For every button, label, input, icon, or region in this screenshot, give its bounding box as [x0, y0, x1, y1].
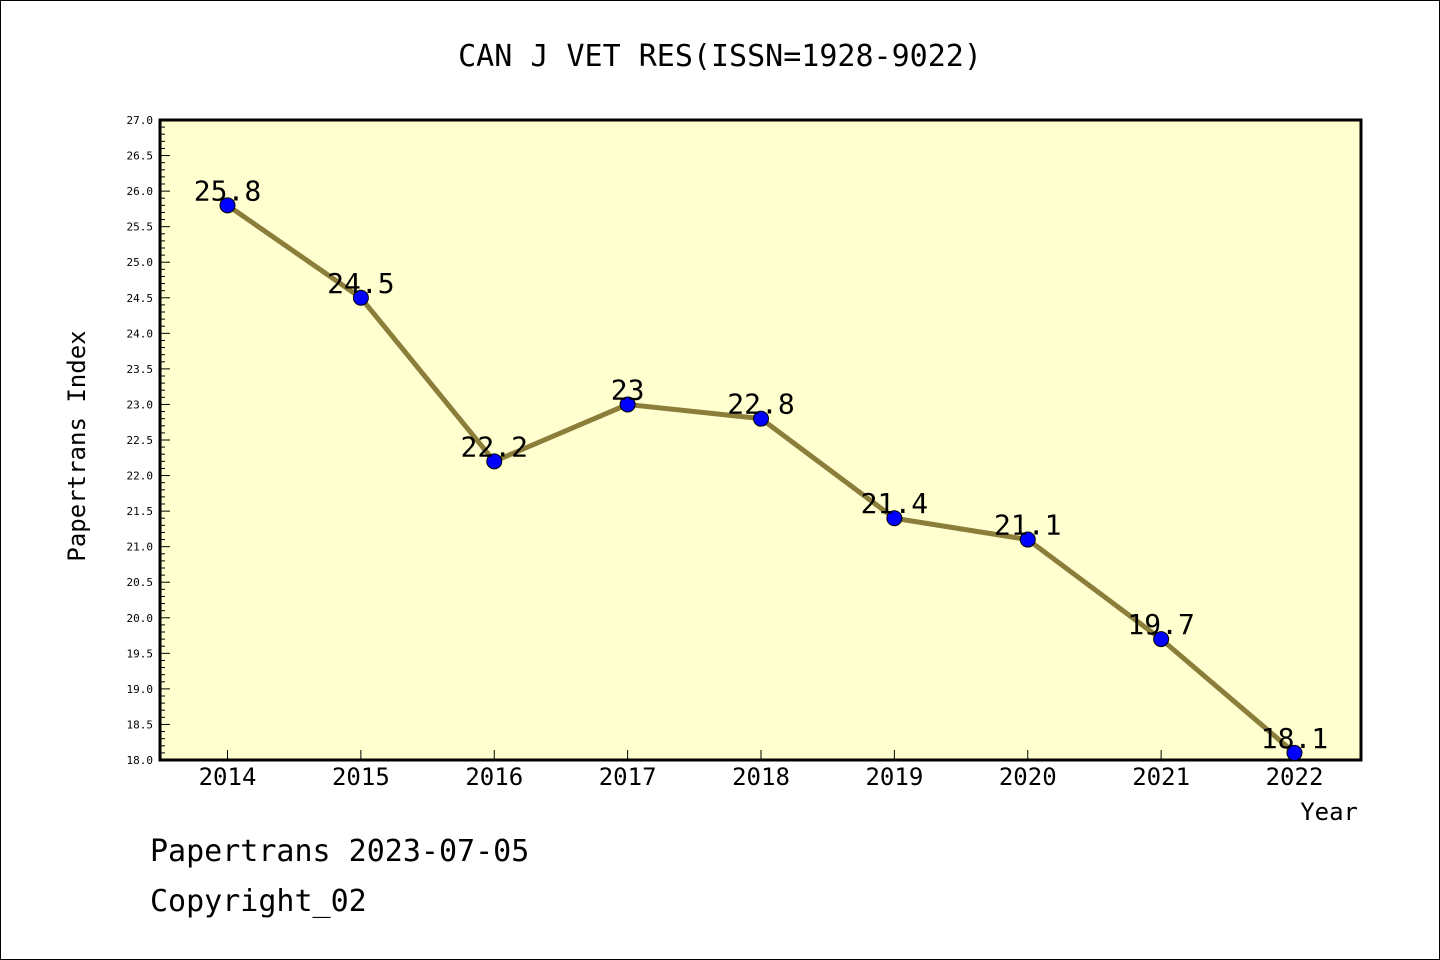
- data-label: 22.2: [461, 430, 528, 463]
- y-tick-label: 19.5: [127, 647, 154, 660]
- y-tick-label: 22.0: [127, 470, 154, 483]
- x-tick-label: 2016: [465, 763, 523, 791]
- x-tick-label: 2018: [732, 763, 790, 791]
- footer-copyright: Copyright_02: [150, 884, 367, 919]
- data-label: 18.1: [1261, 722, 1328, 755]
- data-point: [1286, 744, 1303, 761]
- y-tick-label: 20.5: [127, 576, 154, 589]
- x-tick-label: 2017: [599, 763, 657, 791]
- data-point: [753, 410, 769, 427]
- data-label: 21.4: [861, 487, 928, 520]
- series-layer: [219, 197, 1303, 761]
- y-tick-label: 22.5: [127, 434, 154, 447]
- y-tick-label: 19.0: [127, 683, 154, 696]
- data-point: [1019, 531, 1036, 548]
- x-tick-label: 2014: [199, 763, 257, 791]
- y-tick-label: 18.0: [127, 754, 154, 767]
- y-tick-label: 27.0: [127, 114, 154, 127]
- y-tick-label: 24.5: [127, 292, 154, 305]
- x-axis: 2014 2015 2016 2017 2018 2019 2020 2021 2022: [199, 750, 1324, 791]
- y-tick-label: 21.0: [127, 541, 154, 554]
- y-axis-label: Papertrans Index: [63, 330, 91, 561]
- y-tick-label: 25.0: [127, 256, 154, 269]
- data-label: 23: [611, 373, 645, 406]
- x-tick-label: 2022: [1266, 763, 1324, 791]
- y-tick-label: 26.5: [127, 150, 154, 163]
- x-tick-label: 2015: [332, 763, 390, 791]
- data-label: 19.7: [1127, 608, 1194, 641]
- data-label: 21.1: [994, 509, 1061, 542]
- plot-area: [158, 118, 1363, 762]
- y-tick-label: 21.5: [127, 505, 154, 518]
- x-tick-label: 2021: [1132, 763, 1190, 791]
- data-point: [886, 510, 903, 527]
- data-label: 25.8: [194, 174, 261, 207]
- data-label: 24.5: [327, 267, 394, 300]
- data-point: [1153, 631, 1170, 648]
- y-tick-label: 25.5: [127, 221, 154, 234]
- footer-date: Papertrans 2023-07-05: [150, 834, 530, 869]
- data-point: [219, 197, 236, 214]
- y-tick-label: 18.5: [127, 718, 154, 731]
- y-tick-label: 24.0: [127, 327, 154, 340]
- chart-title: CAN J VET RES(ISSN=1928-9022): [458, 39, 982, 74]
- y-tick-label: 26.0: [127, 185, 154, 198]
- y-axis: 18.0 18.5 19.0 19.5 20.0 20.5 21.0 21.5 22.0 22.5…: [127, 114, 170, 767]
- data-point: [486, 453, 503, 470]
- x-tick-label: 2019: [865, 763, 923, 791]
- data-point: [619, 396, 636, 413]
- x-axis-label: Year: [1300, 798, 1358, 826]
- data-label-layer: 25.8 24.5 22.2 23 22.8 21.4 21.1 19.7 18.1: [194, 174, 1328, 755]
- data-label: 22.8: [727, 388, 794, 421]
- y-tick-label: 20.0: [127, 612, 154, 625]
- y-tick-label: 23.5: [127, 363, 154, 376]
- x-tick-label: 2020: [999, 763, 1057, 791]
- data-point: [352, 289, 369, 306]
- y-tick-label: 23.0: [127, 398, 154, 411]
